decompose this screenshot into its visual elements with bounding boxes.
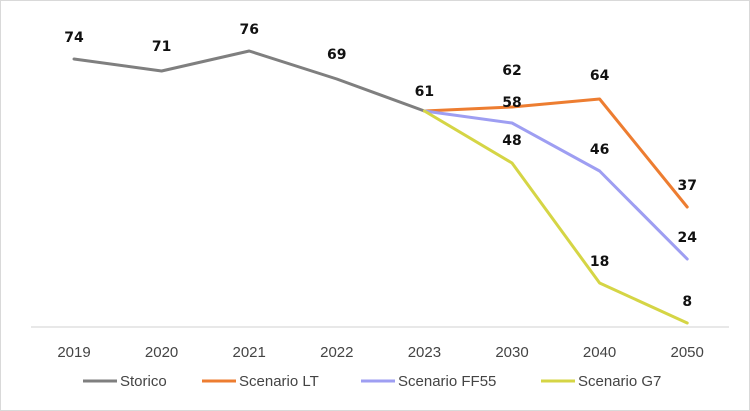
x-tick-label: 2019 (57, 344, 90, 361)
data-label: 37 (677, 178, 696, 194)
data-label: 62 (502, 63, 521, 79)
x-tick-label: 2020 (145, 344, 178, 361)
data-label: 71 (152, 39, 171, 55)
data-label: 69 (327, 47, 346, 63)
legend-label: Scenario FF55 (398, 373, 496, 390)
data-label: 64 (590, 68, 610, 84)
data-label: 76 (239, 22, 258, 38)
x-tick-label: 2040 (583, 344, 616, 361)
data-label: 58 (502, 95, 521, 111)
data-label: 24 (677, 230, 697, 246)
x-tick-label: 2030 (495, 344, 528, 361)
x-tick-label: 2022 (320, 344, 353, 361)
series-line-scenario-ff55 (422, 109, 689, 261)
series-line-scenario-g7 (422, 109, 689, 325)
data-label: 46 (590, 142, 609, 158)
x-tick-label: 2021 (233, 344, 266, 361)
data-label: 74 (64, 30, 84, 46)
x-tick-label: 2050 (671, 344, 704, 361)
legend-label: Scenario LT (239, 373, 319, 390)
series-line-storico (72, 49, 426, 113)
legend-label: Storico (120, 373, 167, 390)
data-label: 48 (502, 133, 521, 149)
data-label: 8 (682, 294, 692, 310)
x-tick-label: 2023 (408, 344, 441, 361)
series-line-scenario-lt (422, 97, 689, 209)
data-label: 18 (590, 254, 609, 270)
data-label: 61 (415, 84, 434, 100)
legend-label: Scenario G7 (578, 373, 661, 390)
